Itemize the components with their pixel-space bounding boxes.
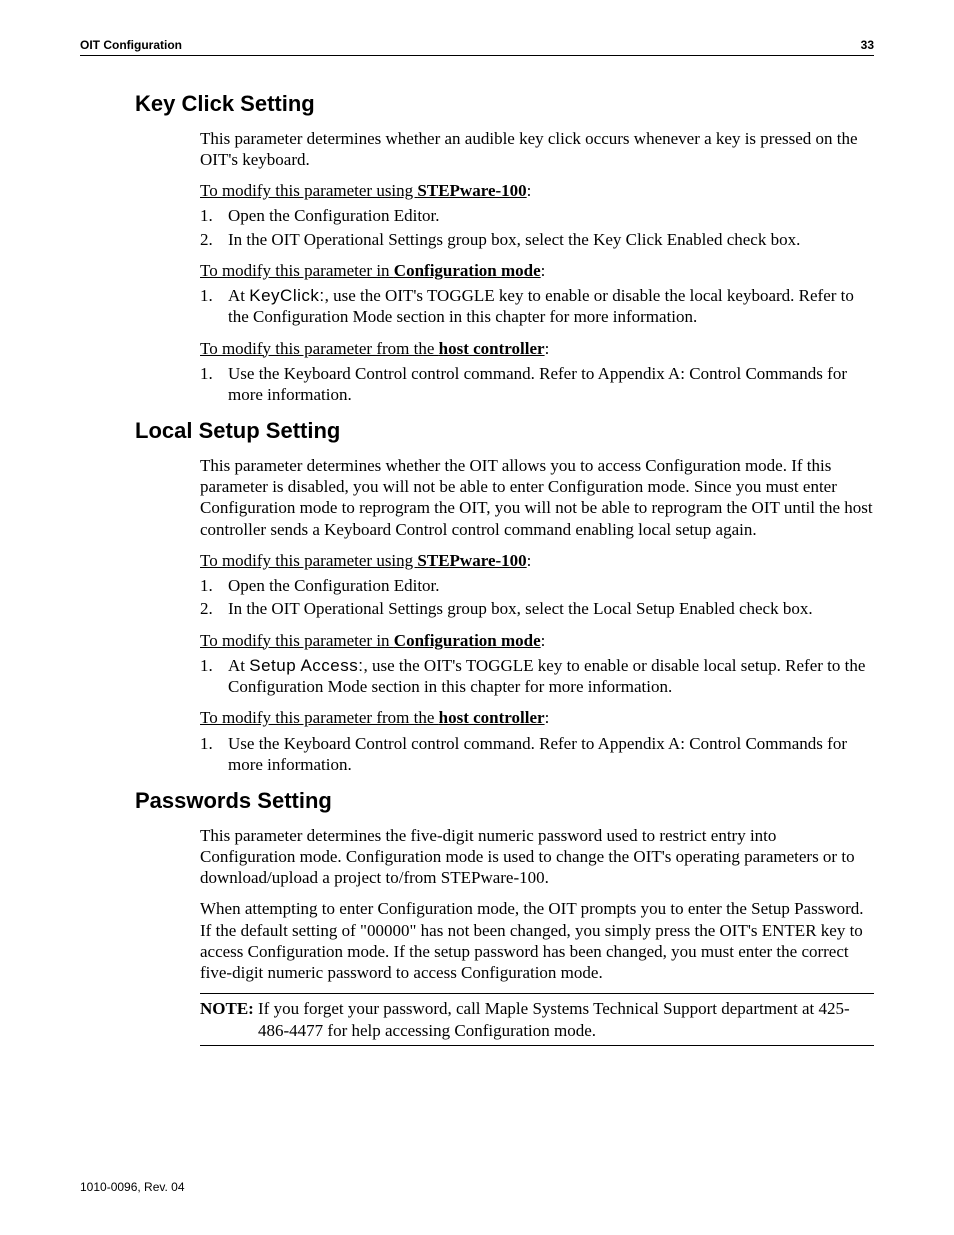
- header-left: OIT Configuration: [80, 38, 182, 53]
- section-heading-passwords: Passwords Setting: [135, 787, 874, 815]
- text: :: [527, 181, 532, 200]
- step-text: Open the Configuration Editor.: [228, 205, 874, 226]
- text: To modify this parameter from the: [200, 708, 439, 727]
- text: To modify this parameter using: [200, 181, 417, 200]
- step-text: At KeyClick:, use the OIT's TOGGLE key t…: [228, 285, 874, 328]
- header-page-number: 33: [861, 38, 874, 53]
- note-block: NOTE: If you forget your password, call …: [200, 993, 874, 1046]
- step-number: 1.: [200, 575, 228, 596]
- modify-intro-config-mode: To modify this parameter in Configuratio…: [200, 260, 874, 281]
- list-item: 1. At Setup Access:, use the OIT's TOGGL…: [200, 655, 874, 698]
- text: To modify this parameter from the: [200, 339, 439, 358]
- text-bold: STEPware-100: [417, 551, 526, 570]
- text: :: [541, 261, 546, 280]
- modify-intro-config-mode: To modify this parameter in Configuratio…: [200, 630, 874, 651]
- section-body-local-setup: This parameter determines whether the OI…: [200, 455, 874, 775]
- step-list: 1.Open the Configuration Editor. 2.In th…: [200, 205, 874, 250]
- step-number: 1.: [200, 733, 228, 776]
- step-list: 1.Open the Configuration Editor. 2.In th…: [200, 575, 874, 620]
- paragraph: This parameter determines the five-digit…: [200, 825, 874, 889]
- step-list: 1. At Setup Access:, use the OIT's TOGGL…: [200, 655, 874, 698]
- modify-intro-stepware: To modify this parameter using STEPware-…: [200, 180, 874, 201]
- text: To modify this parameter in: [200, 261, 394, 280]
- note-label: NOTE:: [200, 998, 258, 1041]
- step-number: 1.: [200, 655, 228, 698]
- list-item: 2.In the OIT Operational Settings group …: [200, 598, 874, 619]
- list-item: 1.Open the Configuration Editor.: [200, 205, 874, 226]
- text: At: [228, 286, 249, 305]
- note-text: If you forget your password, call Maple …: [258, 998, 874, 1041]
- section-heading-local-setup: Local Setup Setting: [135, 417, 874, 445]
- paragraph: This parameter determines whether the OI…: [200, 455, 874, 540]
- step-number: 2.: [200, 598, 228, 619]
- step-text: In the OIT Operational Settings group bo…: [228, 598, 874, 619]
- text-bold: host controller: [439, 339, 545, 358]
- text: :: [545, 339, 550, 358]
- mono-text: Setup Access:: [249, 656, 363, 675]
- step-text: Open the Configuration Editor.: [228, 575, 874, 596]
- step-text: At Setup Access:, use the OIT's TOGGLE k…: [228, 655, 874, 698]
- step-text: In the OIT Operational Settings group bo…: [228, 229, 874, 250]
- step-list: 1. At KeyClick:, use the OIT's TOGGLE ke…: [200, 285, 874, 328]
- text: :: [545, 708, 550, 727]
- step-number: 1.: [200, 285, 228, 328]
- paragraph: When attempting to enter Configuration m…: [200, 898, 874, 983]
- mono-text: KeyClick:: [249, 286, 324, 305]
- section-heading-key-click: Key Click Setting: [135, 90, 874, 118]
- list-item: 1.Open the Configuration Editor.: [200, 575, 874, 596]
- text-bold: Configuration mode: [394, 631, 541, 650]
- list-item: 1.Use the Keyboard Control control comma…: [200, 733, 874, 776]
- modify-intro-host-controller: To modify this parameter from the host c…: [200, 707, 874, 728]
- step-text: Use the Keyboard Control control command…: [228, 733, 874, 776]
- step-list: 1.Use the Keyboard Control control comma…: [200, 733, 874, 776]
- text: :: [527, 551, 532, 570]
- text-bold: STEPware-100: [417, 181, 526, 200]
- footer-doc-id: 1010-0096, Rev. 04: [80, 1180, 185, 1195]
- section-body-passwords: This parameter determines the five-digit…: [200, 825, 874, 1046]
- modify-intro-host-controller: To modify this parameter from the host c…: [200, 338, 874, 359]
- step-number: 1.: [200, 363, 228, 406]
- text-bold: Configuration mode: [394, 261, 541, 280]
- paragraph: This parameter determines whether an aud…: [200, 128, 874, 171]
- text: :: [541, 631, 546, 650]
- section-body-key-click: This parameter determines whether an aud…: [200, 128, 874, 406]
- list-item: 1. At KeyClick:, use the OIT's TOGGLE ke…: [200, 285, 874, 328]
- step-text: Use the Keyboard Control control command…: [228, 363, 874, 406]
- running-header: OIT Configuration 33: [80, 38, 874, 56]
- text: To modify this parameter in: [200, 631, 394, 650]
- step-number: 1.: [200, 205, 228, 226]
- text-bold: host controller: [439, 708, 545, 727]
- step-list: 1.Use the Keyboard Control control comma…: [200, 363, 874, 406]
- modify-intro-stepware: To modify this parameter using STEPware-…: [200, 550, 874, 571]
- list-item: 1.Use the Keyboard Control control comma…: [200, 363, 874, 406]
- text: At: [228, 656, 249, 675]
- step-number: 2.: [200, 229, 228, 250]
- text: To modify this parameter using: [200, 551, 417, 570]
- list-item: 2.In the OIT Operational Settings group …: [200, 229, 874, 250]
